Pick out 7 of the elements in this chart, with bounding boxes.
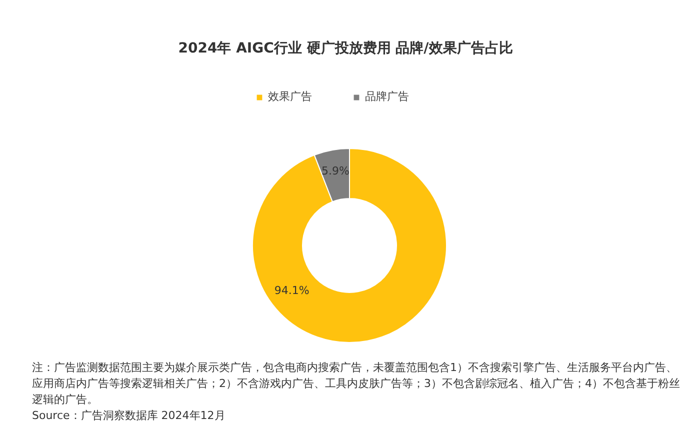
chart-title: 2024年 AIGC行业 硬广投放费用 品牌/效果广告占比 bbox=[178, 40, 513, 56]
source-note: Source：广告洞察数据库 2024年12月 bbox=[32, 408, 226, 423]
data-label: 5.9% bbox=[322, 164, 350, 178]
legend-label: 品牌广告 bbox=[365, 89, 409, 104]
legend-label: 效果广告 bbox=[268, 89, 312, 104]
data-label: 94.1% bbox=[274, 284, 310, 297]
text: 注：广告监测数据范围主要为媒介展示类广告，包含电商内搜索广告，未覆盖范围包含1）不含搜索引擎广告、生活服务平台内广告、应用商店内广告等搜索逻辑相关广告；2）不含游戏内广告、工具内皮肤广告等；3）不包含剧综冠名、植入广告；4）不包含基于粉丝逻辑的广告。 bbox=[32, 360, 681, 408]
